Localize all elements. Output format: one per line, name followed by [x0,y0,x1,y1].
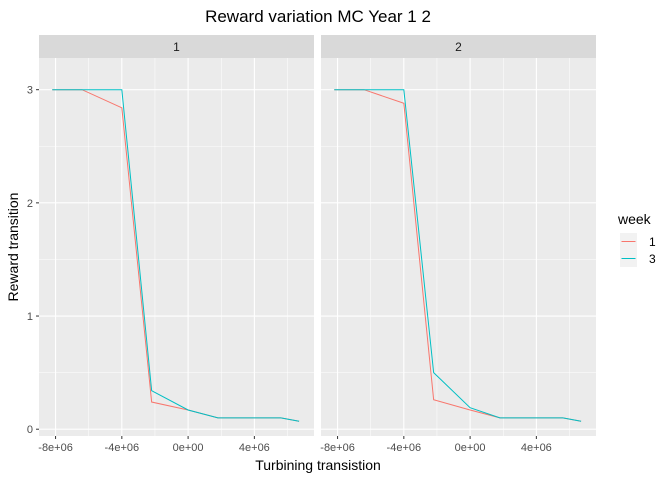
legend-label: 3 [649,252,656,266]
y-tick-label: 0 [27,424,33,436]
facet-strip-label: 2 [455,40,462,54]
y-axis-title: Reward transition [5,193,21,302]
facet-strip [39,35,314,58]
x-tick-label: -8e+06 [38,442,73,454]
x-tick-label: 0e+00 [455,442,486,454]
x-tick-label: -4e+06 [387,442,422,454]
x-tick-label: 4e+06 [239,442,270,454]
chart-title: Reward variation MC Year 1 2 [205,7,431,26]
y-tick-label: 1 [27,311,33,323]
x-tick-label: 0e+00 [173,442,204,454]
y-tick-label: 3 [27,85,33,97]
x-tick-label: -8e+06 [320,442,355,454]
x-tick-label: 4e+06 [521,442,552,454]
facet-panel-1: 1 -8e+06 -4e+06 0e+00 4e+06 0 1 2 3 [27,35,314,454]
legend: week 1 3 [617,211,656,267]
x-tick-label: -4e+06 [105,442,140,454]
y-tick-label: 2 [27,198,33,210]
panel-background [321,58,596,436]
facet-strip-label: 1 [173,40,180,54]
series-line-week-3 [52,89,300,422]
facet-strip [321,35,596,58]
x-axis-title: Turbining transistion [255,457,381,473]
facet-panels: 1 -8e+06 -4e+06 0e+00 4e+06 0 1 2 3 2 -8e+06 -4e+06… [27,35,596,454]
series-line-week-3 [334,89,582,422]
facet-panel-2: 2 -8e+06 -4e+06 0e+00 4e+06 [320,35,596,454]
legend-label: 1 [649,235,656,249]
legend-title: week [617,211,652,227]
panel-background [39,58,314,436]
